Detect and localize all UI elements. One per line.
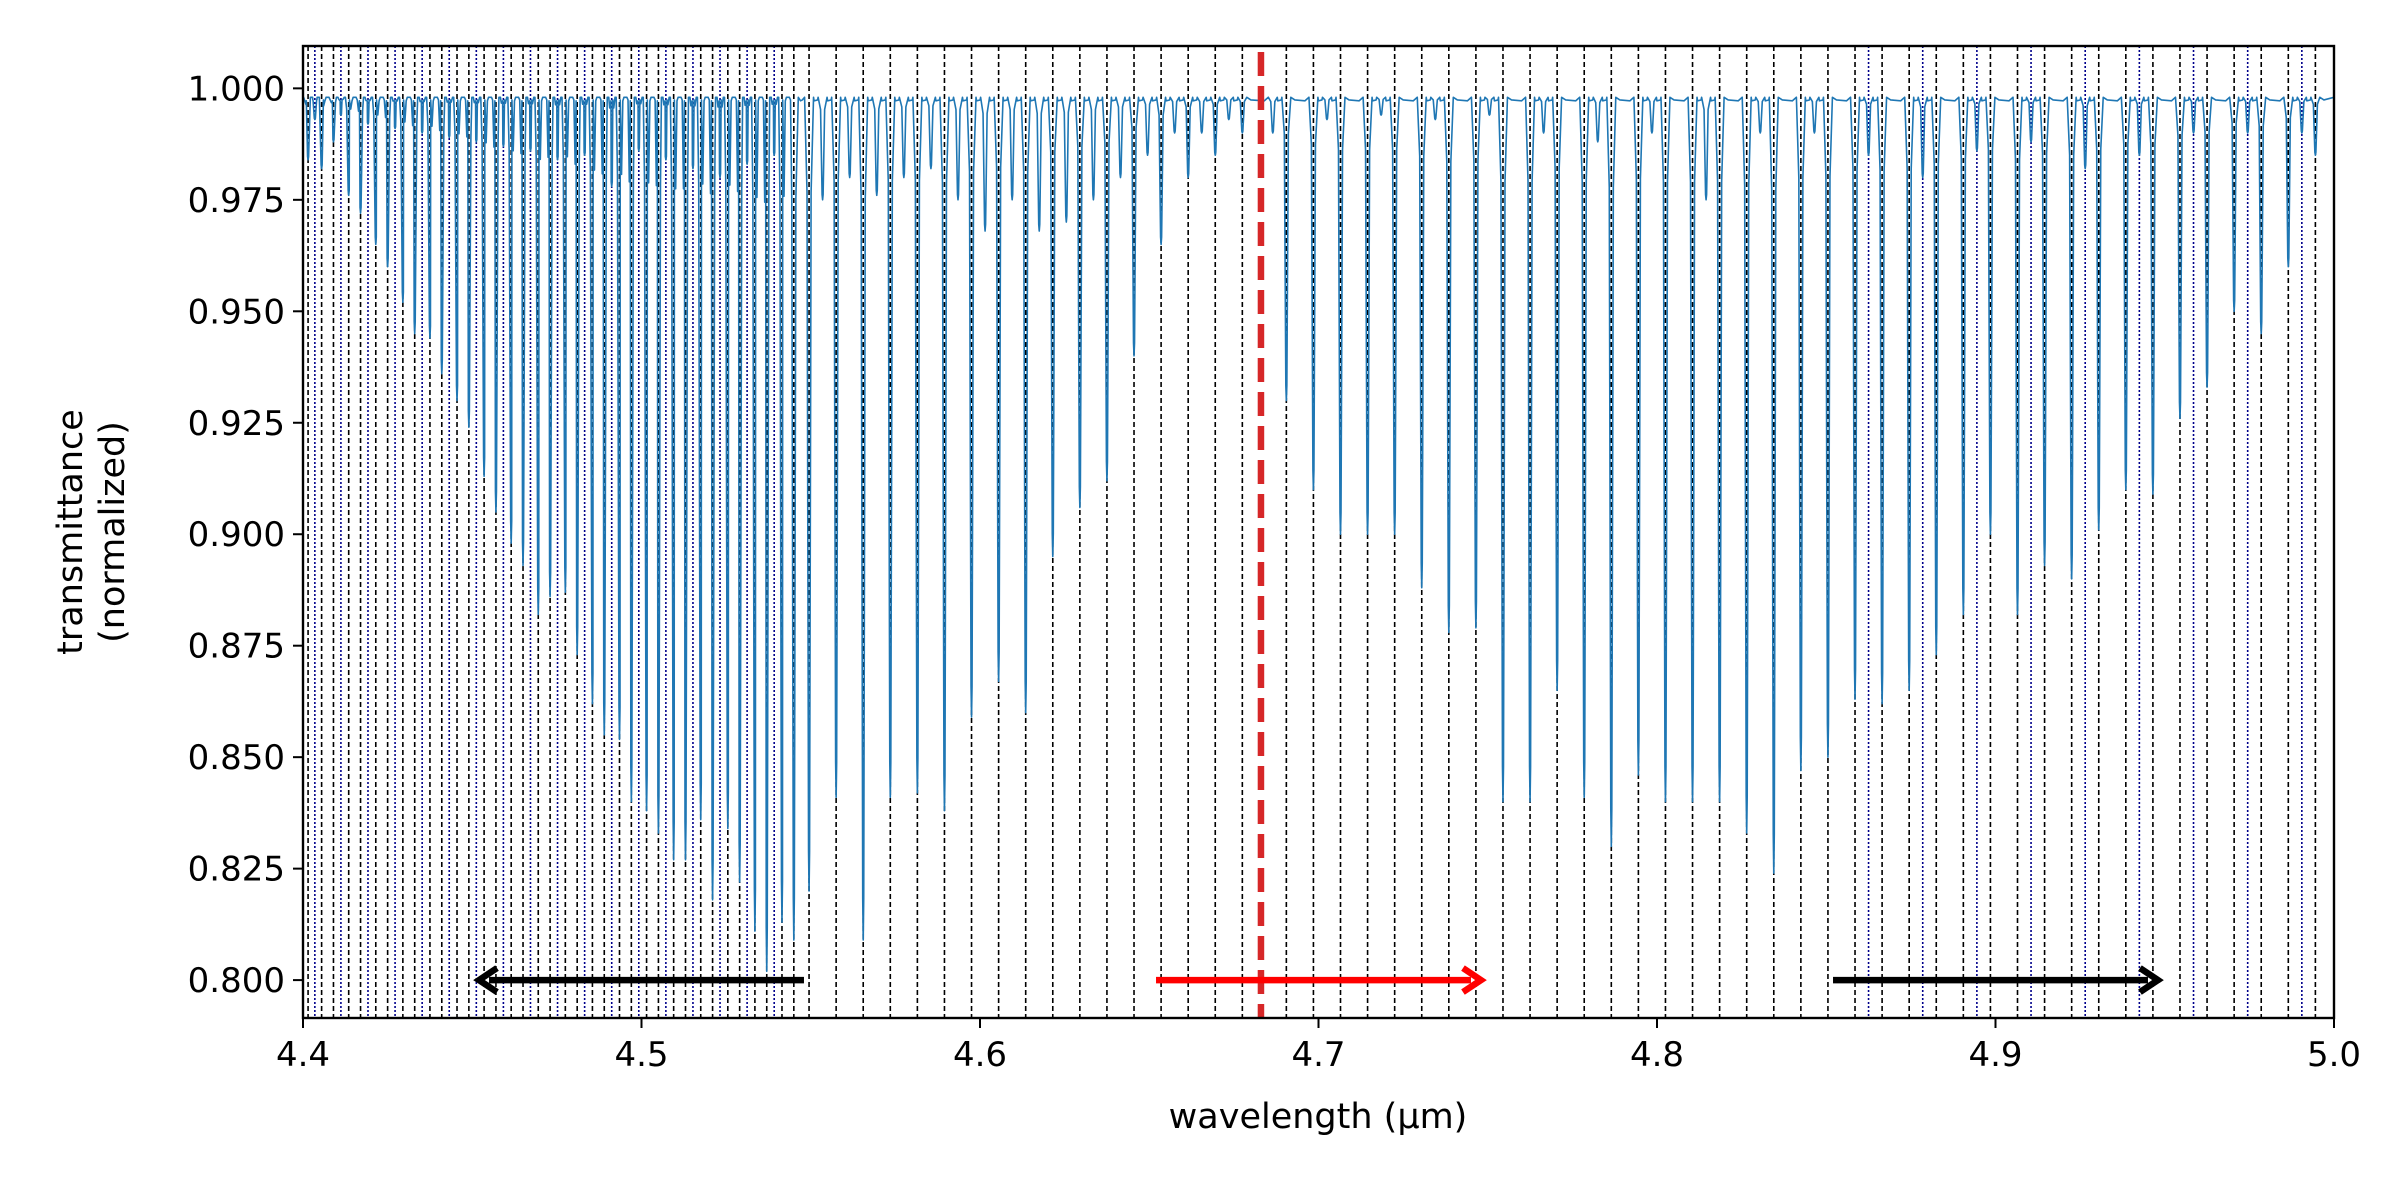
y-tick-label: 0.925 (188, 404, 285, 444)
x-tick-label: 4.6 (953, 1035, 1007, 1075)
black-arrow (473, 965, 804, 995)
spectrum-series-layer (303, 96, 2334, 972)
x-axis: 4.4 4.5 4.6 4.7 4.8 4.9 5.0 (276, 1018, 2361, 1075)
y-tick-label: 0.975 (188, 181, 285, 221)
y-tick-label: 0.800 (188, 961, 285, 1001)
blue-line-markers (314, 46, 2303, 1018)
y-axis-title-line-1: transmittance (51, 409, 91, 655)
x-tick-label: 5.0 (2307, 1035, 2361, 1075)
y-tick-label: 0.875 (188, 627, 285, 667)
red-arrow (1156, 965, 1487, 995)
x-tick-label: 4.9 (1968, 1035, 2022, 1075)
y-axis: 0.800 0.825 0.850 0.875 0.900 0.925 0.950 0.975… (188, 69, 303, 1001)
arrow-head (1461, 965, 1487, 995)
plot-area (303, 46, 2334, 1018)
x-tick-label: 4.4 (276, 1035, 330, 1075)
arrow-head (2138, 965, 2164, 995)
arrow-head (473, 965, 499, 995)
black-line-markers (307, 46, 2317, 1018)
y-tick-label: 1.000 (188, 69, 285, 109)
y-tick-label: 0.850 (188, 738, 285, 778)
arrows-layer (473, 965, 2164, 995)
black-arrow (1833, 965, 2164, 995)
x-tick-label: 4.5 (614, 1035, 668, 1075)
x-axis-title: wavelength (μm) (1169, 1097, 1468, 1137)
y-tick-label: 0.900 (188, 515, 285, 555)
y-axis-title: transmittance (normalized) (51, 409, 133, 655)
y-tick-label: 0.950 (188, 292, 285, 332)
spectrum-line (303, 96, 2334, 972)
x-tick-label: 4.7 (1291, 1035, 1345, 1075)
y-axis-title-line-2: (normalized) (93, 421, 133, 643)
x-tick-label: 4.8 (1630, 1035, 1684, 1075)
y-tick-label: 0.825 (188, 850, 285, 890)
